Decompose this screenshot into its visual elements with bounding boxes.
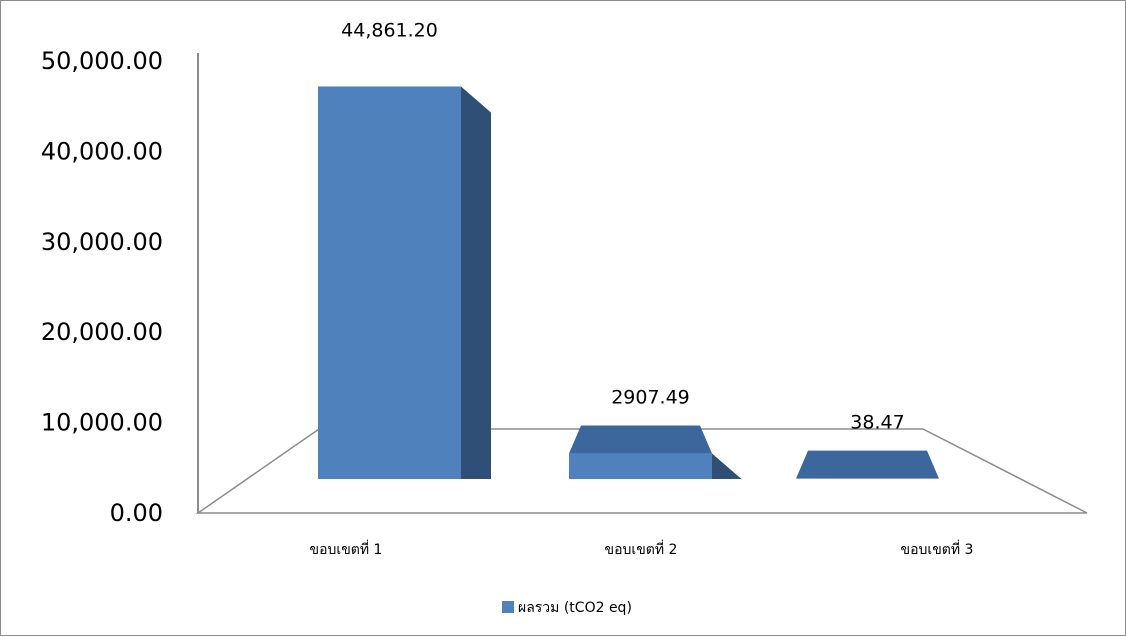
bar-side-face	[461, 86, 491, 479]
data-label: 44,861.20	[341, 19, 438, 41]
y-axis-ticks: 0.00 10,000.00 20,000.00 30,000.00 40,000.00…	[41, 47, 163, 527]
bar-top-face	[796, 450, 939, 479]
data-labels: 44,861.20 2907.49 38.47	[341, 19, 905, 433]
bar-3	[796, 450, 939, 479]
bar-top-face	[569, 425, 712, 454]
y-tick-label: 40,000.00	[41, 137, 163, 165]
legend-swatch	[502, 601, 514, 613]
legend: ผลรวม (tCO2 eq)	[502, 600, 632, 616]
x-category-label: ขอบเขตที่ 2	[605, 540, 678, 558]
data-label: 38.47	[850, 412, 904, 434]
bar-front-face	[318, 86, 461, 479]
bar-front-face	[569, 453, 712, 479]
bar-series	[318, 86, 939, 480]
y-tick-label: 0.00	[110, 499, 163, 527]
bar-side-face	[712, 453, 742, 480]
bar-1	[318, 86, 491, 479]
y-tick-label: 30,000.00	[41, 228, 163, 256]
x-axis-categories: ขอบเขตที่ 1 ขอบเขตที่ 2 ขอบเขตที่ 3	[310, 540, 974, 558]
x-category-label: ขอบเขตที่ 3	[901, 540, 974, 558]
data-label: 2907.49	[611, 387, 690, 409]
x-category-label: ขอบเขตที่ 1	[310, 540, 383, 558]
legend-label: ผลรวม (tCO2 eq)	[518, 600, 632, 616]
bar-2	[569, 425, 742, 480]
y-tick-label: 50,000.00	[41, 47, 163, 75]
y-tick-label: 10,000.00	[41, 409, 163, 437]
y-tick-label: 20,000.00	[41, 318, 163, 346]
